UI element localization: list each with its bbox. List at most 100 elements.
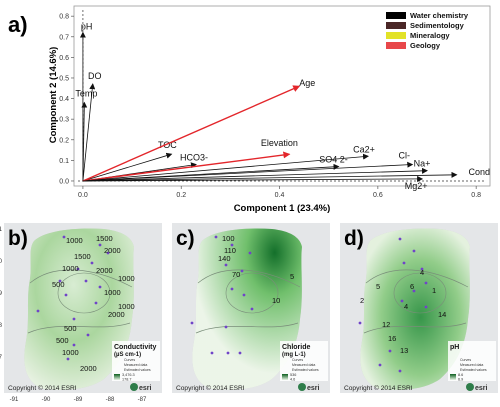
vector-do xyxy=(82,83,96,182)
legend-item: Estimated values xyxy=(292,368,319,372)
legend-entry: Sedimentology xyxy=(410,21,465,30)
measured-point xyxy=(72,317,76,321)
legend-entry: Mineralogy xyxy=(410,31,450,40)
measured-point xyxy=(98,243,102,247)
contour-label: 2000 xyxy=(104,246,121,255)
contour-label: 1000 xyxy=(118,274,135,283)
measured-point xyxy=(98,285,102,289)
panel-a-label: a) xyxy=(8,12,28,37)
legend-title: Chloride xyxy=(282,344,310,351)
esri-brand: esri xyxy=(475,385,488,392)
vector-mg2 xyxy=(82,175,424,182)
y-tick-label: 0.8 xyxy=(59,14,69,21)
plot-frame xyxy=(73,5,491,187)
map-lat-label: 18 xyxy=(0,322,2,329)
measured-point xyxy=(86,333,90,337)
legend-item: Curves xyxy=(124,358,135,362)
contour-label: 1000 xyxy=(62,264,79,273)
contour-line xyxy=(363,322,467,334)
contour-label: 140 xyxy=(218,254,231,263)
measured-point xyxy=(388,349,392,353)
contour-ring xyxy=(393,272,447,314)
measured-point xyxy=(230,243,234,247)
contour-line xyxy=(27,322,131,334)
copyright: Copyright © 2014 ESRI xyxy=(8,384,77,392)
y-tick-label: 0.6 xyxy=(59,55,69,62)
legend-entry: Water chemistry xyxy=(410,11,469,20)
legend-entry: Geology xyxy=(410,41,441,50)
map-lon-label: -87 xyxy=(138,397,147,403)
legend-swatch xyxy=(386,32,406,39)
legend-item: Measured data xyxy=(460,363,483,367)
contour-line xyxy=(195,322,299,334)
measured-point xyxy=(84,279,88,283)
legend-max: 536 xyxy=(290,373,296,377)
map-lon-label: -89 xyxy=(74,397,83,403)
measured-point xyxy=(398,369,402,373)
panel-label: c) xyxy=(176,227,195,250)
vector-label: Cl- xyxy=(399,150,411,160)
measured-point xyxy=(226,351,230,355)
esri-logo xyxy=(298,383,306,391)
legend-min: 6.9 xyxy=(458,378,463,382)
measured-point xyxy=(210,351,214,355)
legend-item: Curves xyxy=(460,358,471,362)
copyright: Copyright © 2014 ESRI xyxy=(176,384,245,392)
y-tick-label: 0.3 xyxy=(59,117,69,124)
vector-ca2 xyxy=(82,153,370,182)
map-lat-label: 17 xyxy=(0,354,2,361)
x-tick-label: 0.4 xyxy=(275,192,285,199)
measured-point xyxy=(62,235,66,239)
legend-item: Measured data xyxy=(124,363,147,367)
measured-point xyxy=(248,251,252,255)
vector-label: Ca2+ xyxy=(353,144,375,154)
legend-ramp xyxy=(450,374,456,380)
measured-point xyxy=(214,235,218,239)
measured-point xyxy=(66,357,70,361)
esri-brand: esri xyxy=(307,385,320,392)
contour-label: 500 xyxy=(56,336,69,345)
y-tick-label: 0.0 xyxy=(59,178,69,185)
measured-point xyxy=(224,263,228,267)
interpolated-surface xyxy=(360,228,470,390)
legend: Water chemistrySedimentologyMineralogyGe… xyxy=(386,11,469,50)
vector-label: Temp xyxy=(75,89,97,99)
vector-label: Na+ xyxy=(414,159,431,169)
measured-point xyxy=(36,309,40,313)
contour-label: 2000 xyxy=(80,364,97,373)
contour-label: 16 xyxy=(388,334,396,343)
legend-item: Curves xyxy=(292,358,303,362)
y-tick-label: 0.4 xyxy=(59,96,69,103)
contour-label: 1500 xyxy=(74,252,91,261)
measured-point xyxy=(94,301,98,305)
esri-brand: esri xyxy=(139,385,152,392)
legend-title: Conductivity xyxy=(114,344,156,351)
contour-label: 1000 xyxy=(66,236,83,245)
contour-label: 1 xyxy=(432,286,436,295)
vector-label: pH xyxy=(81,22,93,32)
contour-line xyxy=(29,269,133,288)
contour-label: 14 xyxy=(438,310,446,319)
panel-label: d) xyxy=(344,227,364,250)
interpolated-surface xyxy=(24,228,134,390)
measured-point xyxy=(240,269,244,273)
legend-item: Estimated values xyxy=(460,368,487,372)
contour-label: 13 xyxy=(400,346,408,355)
legend-title: pH xyxy=(450,344,459,351)
esri-logo xyxy=(466,383,474,391)
measured-point xyxy=(358,321,362,325)
contour-ring xyxy=(57,272,111,314)
contour-label: 6 xyxy=(410,282,414,291)
contour-label: 1000 xyxy=(104,288,121,297)
legend-swatch xyxy=(386,22,406,29)
y-tick-label: 0.5 xyxy=(59,75,69,82)
vector-label: Age xyxy=(299,78,315,88)
measured-point xyxy=(76,267,80,271)
measured-point xyxy=(412,249,416,253)
contour-label: 100 xyxy=(222,234,235,243)
esri-logo xyxy=(130,383,138,391)
